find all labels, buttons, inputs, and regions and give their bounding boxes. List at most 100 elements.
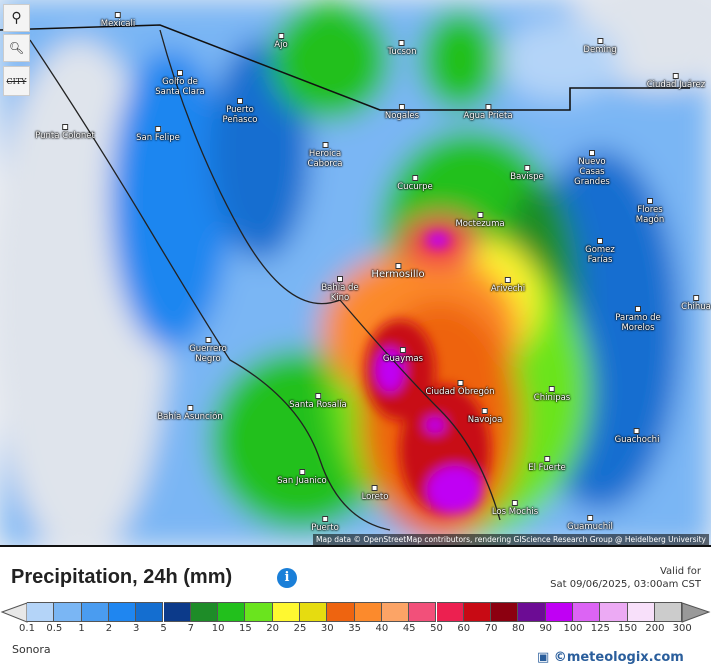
scale-tick-label: 200 [645,623,665,634]
scale-tick-label: 2 [105,623,113,634]
city-label: Chihua [681,295,711,312]
zoom-icon: 🔍︎ [8,41,25,55]
scale-swatch [518,602,546,622]
over-arrow [681,602,711,623]
scale-swatch [190,602,219,622]
legend-title: Precipitation, 24h (mm) [11,566,233,588]
city-label: Hermosillo [371,263,424,280]
city-label: Heroica Caborca [303,142,348,169]
city-label: Ajo [274,33,287,50]
scale-tick-label: 80 [512,623,525,634]
city-label: El Fuerte [528,456,566,473]
precipitation-map[interactable]: ⚲ 🔍︎ CITY Mexicali Ajo Tucson Deming Ciu… [0,0,711,547]
scale-swatch [381,602,410,622]
scale-swatch [573,602,601,622]
scale-tick-label: 0.5 [46,623,63,634]
city-label: Chinipas [534,386,570,403]
scale-swatch [327,602,355,622]
city-label: Guachochi [615,428,660,445]
scale-swatch [436,602,464,622]
scale-tick-label: 5 [160,623,167,634]
scale-swatch [654,602,683,622]
scale-tick-label: 0.1 [19,623,35,634]
scale-tick-label: 45 [402,623,416,634]
city-label: Ciudad Obregón [426,380,495,397]
map-pin-icon: ⚲ [11,10,22,26]
city-label: San Felipe [136,126,180,143]
scale-swatch [108,602,137,622]
city-label: Tucson [388,40,417,57]
city-label: Mexicali [101,12,135,29]
scale-tick-label: 300 [672,623,692,634]
city-label: Guaymas [383,347,423,364]
info-icon[interactable]: i [277,568,297,588]
scale-tick-label: 25 [293,623,307,634]
scale-tick-label: 35 [348,623,361,634]
locate-button[interactable]: ⚲ [3,4,30,32]
scale-tick-label: 90 [539,623,553,634]
city-label: Arivechi [491,277,525,294]
valid-time-value: Sat 09/06/2025, 03:00am CST [550,579,701,590]
scale-tick-label: 15 [239,623,252,634]
scale-swatch [272,602,300,622]
scale-swatch [300,602,328,622]
scale-swatch [600,602,628,622]
city-label: Cucurpe [397,175,433,192]
city-label: Agua Prieta [463,104,512,121]
scale-tick-label: 70 [484,623,498,634]
city-label: Puerto [311,516,339,533]
city-label: Los Mochis [492,500,538,517]
city-label: Moctezuma [455,212,504,229]
map-attribution: Map data © OpenStreetMap contributors, r… [313,534,709,545]
scale-tick-label: 1 [78,623,85,634]
scale-swatch [463,602,492,622]
scale-tick-label: 3 [133,623,140,634]
scale-swatch [81,602,109,622]
valid-time: Valid for Sat 09/06/2025, 03:00am CST [550,565,701,591]
city-label: Guerrero Negro [186,337,231,364]
city-toggle-button[interactable]: CITY [3,66,30,96]
city-label: Flores Magón [630,198,670,225]
under-arrow [0,602,28,623]
scale-swatch [136,602,164,622]
city-label: Bavispe [510,165,544,182]
precipitation-field [0,0,711,545]
scale-swatch [354,602,382,622]
city-label: Gomez Farías [580,238,620,265]
scale-swatch [545,602,573,622]
logo-text: meteologix.com [566,650,684,665]
scale-tick-label: 7 [187,623,194,634]
city-label: Santa Rosalía [289,393,347,410]
city-label: Deming [583,38,616,55]
scale-swatch [54,602,82,622]
city-label: Ciudad Juárez [647,73,706,90]
city-label: Paramo de Morelos [608,306,668,333]
region-label: Sonora [12,643,51,656]
scale-tick-label: 40 [375,623,389,634]
city-label: Nogales [385,104,419,121]
scale-swatch [218,602,246,622]
scale-tick-label: 20 [266,623,280,634]
scale-swatch [627,602,655,622]
city-label: Punta Colonet [35,124,95,141]
scale-tick-label: 100 [563,623,583,634]
city-label: Puerto Peñasco [215,98,265,125]
scale-swatch [27,602,55,622]
scale-tick-label: 60 [457,623,471,634]
scale-tick-label: 10 [211,623,225,634]
valid-label: Valid for [659,566,701,577]
zoom-button[interactable]: 🔍︎ [3,34,30,62]
city-label: Loreto [362,485,389,502]
scale-tick-label: 150 [618,623,638,634]
scale-swatch [245,602,273,622]
city-label: Guamuchil [567,515,613,532]
city-label: Navojoa [468,408,503,425]
city-label: San Juanico [277,469,326,486]
city-label: Bahía Asunción [157,405,222,422]
scale-tick-label: 30 [320,623,334,634]
city-label: Nuevo Casas Grandes [572,150,612,187]
city-label: Bahía de Kino [320,276,360,303]
scale-tick-label: 50 [430,623,443,634]
scale-swatch [409,602,437,622]
meteologix-logo[interactable]: ▣ ©meteologix.com [537,650,684,665]
